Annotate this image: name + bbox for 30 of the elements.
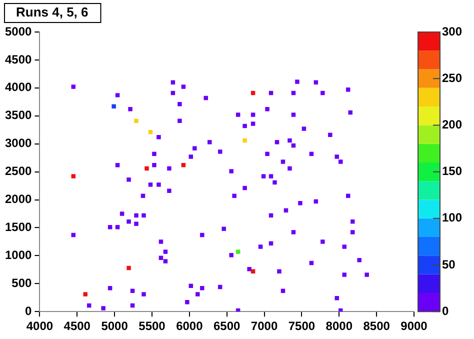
x-tick-label: 5000: [101, 319, 128, 334]
y-tick-label: 5000: [4, 24, 32, 38]
color-bar-label: 300: [442, 24, 462, 38]
y-tick-label: 4000: [4, 80, 32, 94]
x-tick-label: 8500: [363, 319, 390, 334]
color-bar-label: 100: [442, 210, 462, 225]
x-tick-label: 4000: [26, 319, 54, 334]
y-tick-label: 0: [25, 304, 32, 318]
y-tick-label: 3000: [4, 136, 32, 150]
chart-title: Runs 4, 5, 6: [16, 4, 88, 20]
x-tick-label: 6000: [176, 319, 204, 334]
x-tick-label: 9000: [400, 319, 428, 334]
x-tick-label: 6500: [213, 319, 241, 334]
y-tick-label: 1500: [4, 220, 32, 234]
y-tick-label: 2000: [4, 192, 32, 206]
x-tick-label: 8000: [326, 319, 353, 334]
color-bar-label: 50: [442, 257, 456, 272]
x-tick-label: 7000: [250, 319, 278, 334]
y-tick-label: 1000: [4, 248, 32, 262]
x-tick-label: 7500: [288, 319, 316, 334]
x-tick-label: 4500: [64, 319, 91, 334]
x-tick-label: 5500: [138, 319, 166, 334]
y-tick-label: 2500: [4, 164, 32, 178]
y-tick-label: 500: [12, 276, 32, 290]
color-bar-label: 0: [442, 304, 449, 318]
color-bar-label: 250: [442, 70, 462, 85]
y-tick-label: 3500: [4, 108, 32, 122]
y-tick-label: 4500: [4, 52, 32, 66]
color-bar-label: 200: [442, 118, 462, 132]
color-bar-label: 150: [442, 164, 462, 178]
